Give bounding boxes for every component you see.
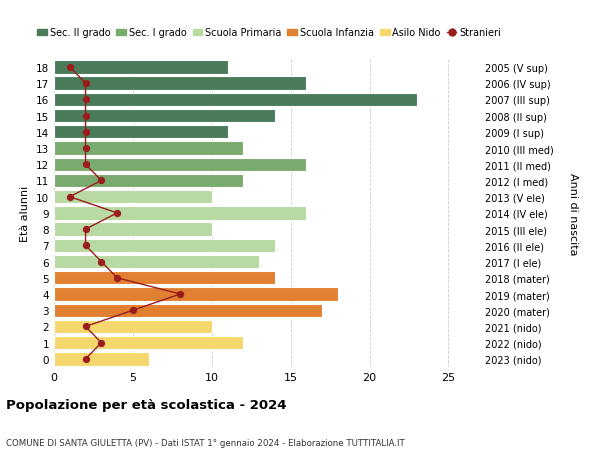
Point [81, 129, 91, 136]
Point [65, 194, 74, 201]
Bar [54, 207, 307, 220]
Point [97, 258, 106, 266]
Legend: Sec. II grado, Sec. I grado, Scuola Primaria, Scuola Infanzia, Asilo Nido, Stran: Sec. II grado, Sec. I grado, Scuola Prim… [34, 24, 505, 42]
Bar [54, 336, 244, 350]
Text: Popolazione per età scolastica - 2024: Popolazione per età scolastica - 2024 [6, 398, 287, 412]
Point [128, 307, 137, 314]
Point [81, 242, 91, 250]
Bar [54, 255, 259, 269]
Point [81, 96, 91, 104]
Point [97, 177, 106, 185]
Bar [54, 239, 275, 252]
Point [81, 226, 91, 233]
Y-axis label: Età alunni: Età alunni [20, 185, 31, 241]
Bar [54, 190, 212, 204]
Point [112, 210, 122, 217]
Bar [54, 288, 338, 301]
Y-axis label: Anni di nascita: Anni di nascita [568, 172, 577, 255]
Bar [54, 223, 212, 236]
Bar [54, 94, 417, 107]
Point [81, 145, 91, 152]
Point [81, 80, 91, 88]
Text: COMUNE DI SANTA GIULETTA (PV) - Dati ISTAT 1° gennaio 2024 - Elaborazione TUTTIT: COMUNE DI SANTA GIULETTA (PV) - Dati IST… [6, 438, 405, 447]
Bar [54, 110, 275, 123]
Point [112, 274, 122, 282]
Bar [54, 272, 275, 285]
Point [175, 291, 185, 298]
Point [81, 323, 91, 330]
Point [65, 64, 74, 72]
Bar [54, 77, 307, 90]
Point [81, 161, 91, 168]
Point [81, 355, 91, 363]
Point [81, 112, 91, 120]
Bar [54, 174, 244, 188]
Bar [54, 126, 227, 139]
Bar [54, 158, 307, 172]
Bar [54, 61, 227, 74]
Bar [54, 320, 212, 333]
Bar [54, 304, 322, 317]
Bar [54, 353, 149, 366]
Bar [54, 142, 244, 155]
Point [97, 339, 106, 347]
